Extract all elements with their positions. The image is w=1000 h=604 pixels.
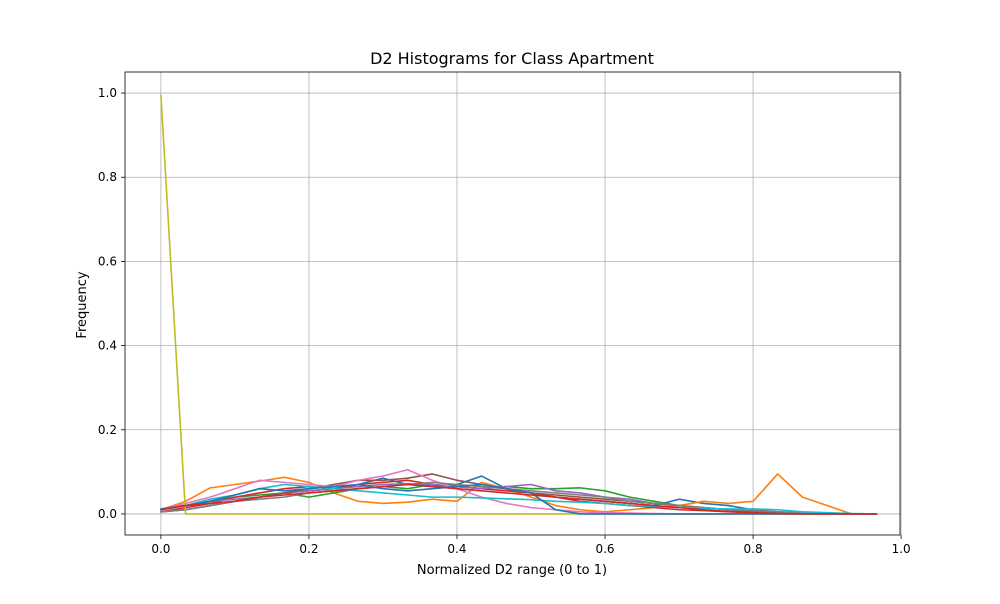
series-line-12 — [160, 483, 878, 515]
tick-layer: 0.0 0.2 0.4 0.6 0.8 1.0 0.0 0.2 0.4 0.6 0.8 1.0 — [98, 86, 911, 556]
x-tick-label: 0.4 — [447, 542, 466, 556]
y-tick-label: 1.0 — [98, 86, 117, 100]
y-tick-label: 0.6 — [98, 254, 117, 268]
y-tick-label: 0.2 — [98, 423, 117, 437]
plot-frame — [124, 71, 901, 536]
series-line-11 — [160, 483, 878, 515]
series-line-8 — [160, 481, 878, 515]
series-line-2 — [160, 473, 878, 515]
x-tick-label: 0.0 — [151, 542, 170, 556]
series-line-10 — [160, 483, 878, 515]
y-tick-label: 0.4 — [98, 339, 117, 353]
x-tick-label: 1.0 — [892, 542, 911, 556]
x-tick-label: 0.8 — [744, 542, 763, 556]
x-axis-label: Normalized D2 range (0 to 1) — [417, 563, 607, 578]
x-tick-label: 0.2 — [299, 542, 318, 556]
y-tick-label: 0.0 — [98, 507, 117, 521]
y-axis-label: Frequency — [75, 271, 90, 338]
chart-title: D2 Histograms for Class Apartment — [370, 49, 654, 68]
series-layer — [160, 94, 878, 515]
y-tick-label: 0.8 — [98, 170, 117, 184]
x-tick-label: 0.6 — [595, 542, 614, 556]
